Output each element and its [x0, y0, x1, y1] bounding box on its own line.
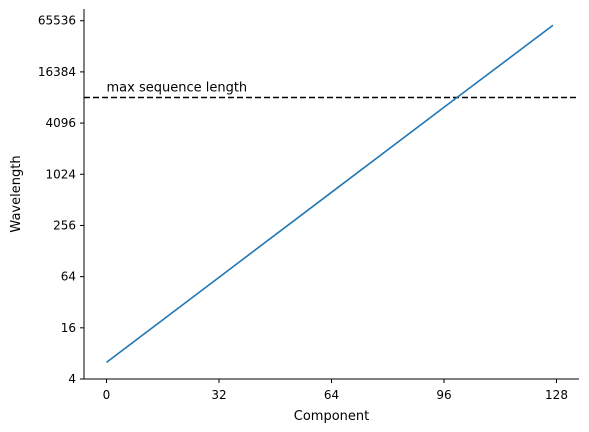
y-tick-label: 4096 — [45, 116, 76, 130]
max-sequence-length-annotation: max sequence length — [107, 80, 248, 95]
x-axis-ticks: 0 32 64 96 128 — [103, 379, 568, 402]
y-axis-ticks: 4 16 64 256 1024 4096 16384 65536 — [38, 14, 84, 386]
x-tick-label: 64 — [324, 388, 339, 402]
x-tick-label: 32 — [211, 388, 226, 402]
wavelength-series-line — [106, 24, 554, 363]
x-tick-label: 0 — [103, 388, 111, 402]
x-axis-title: Component — [294, 409, 369, 424]
y-tick-label: 65536 — [38, 14, 76, 28]
y-tick-label: 256 — [53, 218, 76, 232]
y-tick-label: 4 — [68, 372, 76, 386]
y-axis-title: Wavelength — [9, 155, 24, 232]
y-tick-label: 64 — [61, 270, 76, 284]
y-tick-label: 1024 — [45, 167, 76, 181]
x-tick-label: 96 — [436, 388, 451, 402]
x-tick-label: 128 — [545, 388, 568, 402]
plot-area — [84, 24, 579, 363]
y-tick-label: 16 — [61, 321, 76, 335]
y-tick-label: 16384 — [38, 65, 76, 79]
